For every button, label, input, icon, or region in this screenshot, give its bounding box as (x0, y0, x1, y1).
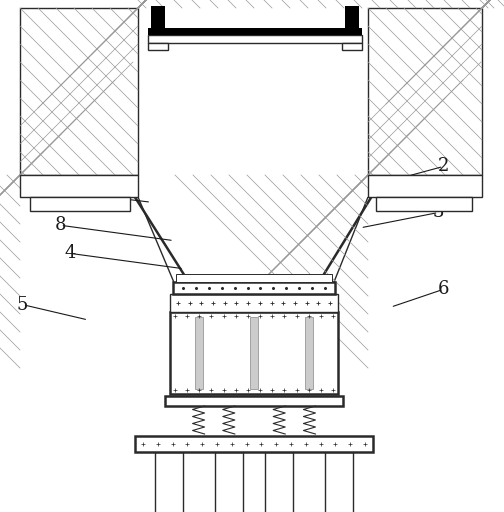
Bar (250, 317, 258, 389)
Bar (368, 175, 482, 197)
Bar (170, 312, 338, 394)
Bar (305, 317, 313, 389)
Bar (215, 452, 243, 512)
Bar (376, 197, 472, 211)
Bar (342, 43, 362, 50)
Text: 7: 7 (40, 180, 51, 199)
Bar (195, 317, 203, 389)
Bar (148, 28, 362, 35)
Bar (170, 294, 338, 312)
Text: 4: 4 (65, 244, 76, 263)
Text: 6: 6 (438, 280, 449, 298)
Bar (325, 452, 353, 512)
Bar (345, 6, 359, 28)
Bar (151, 6, 165, 28)
Bar (265, 452, 293, 512)
Text: 8: 8 (55, 216, 66, 234)
Bar (20, 8, 138, 175)
Text: 2: 2 (438, 157, 449, 176)
Bar (20, 175, 138, 197)
Bar (148, 43, 168, 50)
Bar (165, 396, 343, 406)
Text: 3: 3 (433, 203, 444, 222)
Bar (135, 436, 373, 452)
Bar (30, 197, 130, 211)
Text: 5: 5 (17, 295, 28, 314)
Bar (148, 35, 362, 43)
Bar (155, 452, 183, 512)
Bar (176, 274, 332, 282)
Bar (173, 282, 335, 294)
Bar (368, 8, 482, 175)
